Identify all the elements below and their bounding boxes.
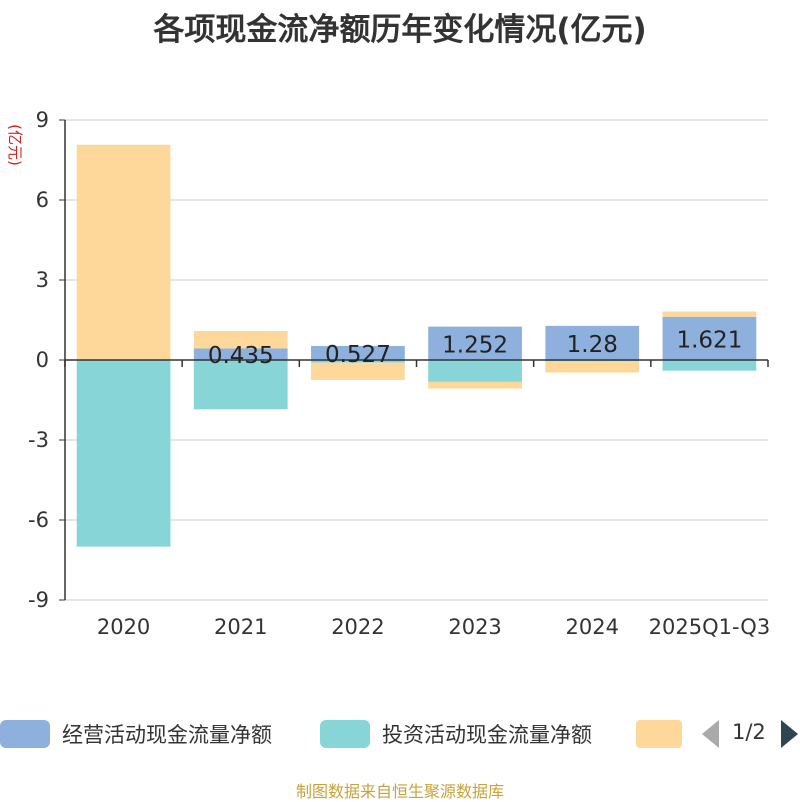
legend-item-investing[interactable]: 投资活动现金流量净额 — [320, 716, 592, 752]
axes: 9 6 3 0 -3 -6 -9 2020 2021 2022 2023 2024 2025Q1-Q3 (… — [6, 108, 770, 639]
x-tick-label: 2023 — [448, 615, 501, 639]
bar-series-0 — [428, 326, 522, 360]
x-tick-label: 2025Q1-Q3 — [649, 615, 771, 639]
bar-series-2 — [76, 144, 171, 360]
data-label: 0.527 — [325, 342, 391, 368]
data-label: 1.621 — [676, 327, 742, 353]
data-label: 1.28 — [567, 332, 618, 358]
bar-layer — [76, 144, 757, 547]
source-note: 制图数据来自恒生聚源数据库 — [295, 782, 504, 801]
y-tick-label: 3 — [36, 268, 49, 292]
bar-series-1 — [311, 360, 405, 363]
data-label: 0.435 — [208, 343, 274, 369]
legend-swatch-operating — [0, 720, 50, 748]
bar-series-0 — [193, 348, 288, 360]
chart-title: 各项现金流净额历年变化情况(亿元) — [153, 12, 647, 48]
data-labels: 0.435 0.527 1.252 1.28 1.621 — [208, 327, 743, 369]
y-tick-label: 6 — [36, 188, 49, 212]
x-tick-label: 2024 — [566, 615, 619, 639]
bar-series-1 — [193, 360, 288, 410]
triangle-left-icon[interactable] — [702, 720, 719, 748]
y-axis-label: (亿元) — [6, 124, 24, 166]
y-tick-label: 0 — [36, 348, 49, 372]
legend-swatch-investing — [320, 720, 370, 748]
legend: 经营活动现金流量净额 投资活动现金流量净额 — [0, 716, 800, 752]
y-tick-label: -3 — [28, 428, 49, 452]
bar-series-0 — [662, 316, 757, 360]
pager-text: 1/2 — [732, 720, 766, 744]
bar-series-1 — [76, 360, 171, 547]
bar-series-2 — [545, 361, 640, 373]
x-tick-label: 2022 — [331, 615, 384, 639]
legend-item-operating[interactable]: 经营活动现金流量净额 — [0, 716, 272, 752]
x-tick-label: 2020 — [97, 615, 150, 639]
legend-label-investing: 投资活动现金流量净额 — [382, 723, 592, 747]
legend-item-financing[interactable] — [636, 716, 682, 752]
legend-swatch-financing — [636, 720, 682, 748]
legend-label-operating: 经营活动现金流量净额 — [62, 723, 272, 747]
legend-pager: 1/2 — [700, 718, 800, 750]
y-tick-label: -6 — [28, 508, 49, 532]
bar-series-1 — [662, 360, 757, 371]
x-tick-label: 2021 — [214, 615, 267, 639]
bar-series-2 — [193, 331, 288, 349]
bar-series-1 — [428, 360, 522, 382]
y-tick-label: -9 — [28, 588, 49, 612]
bar-series-0 — [311, 345, 405, 360]
bar-series-2 — [311, 362, 405, 380]
bar-series-2 — [428, 381, 522, 389]
data-label: 1.252 — [442, 332, 508, 358]
bar-series-0 — [545, 325, 640, 360]
y-tick-label: 9 — [36, 108, 49, 132]
bar-series-2 — [662, 311, 757, 317]
triangle-right-icon[interactable] — [781, 720, 798, 748]
